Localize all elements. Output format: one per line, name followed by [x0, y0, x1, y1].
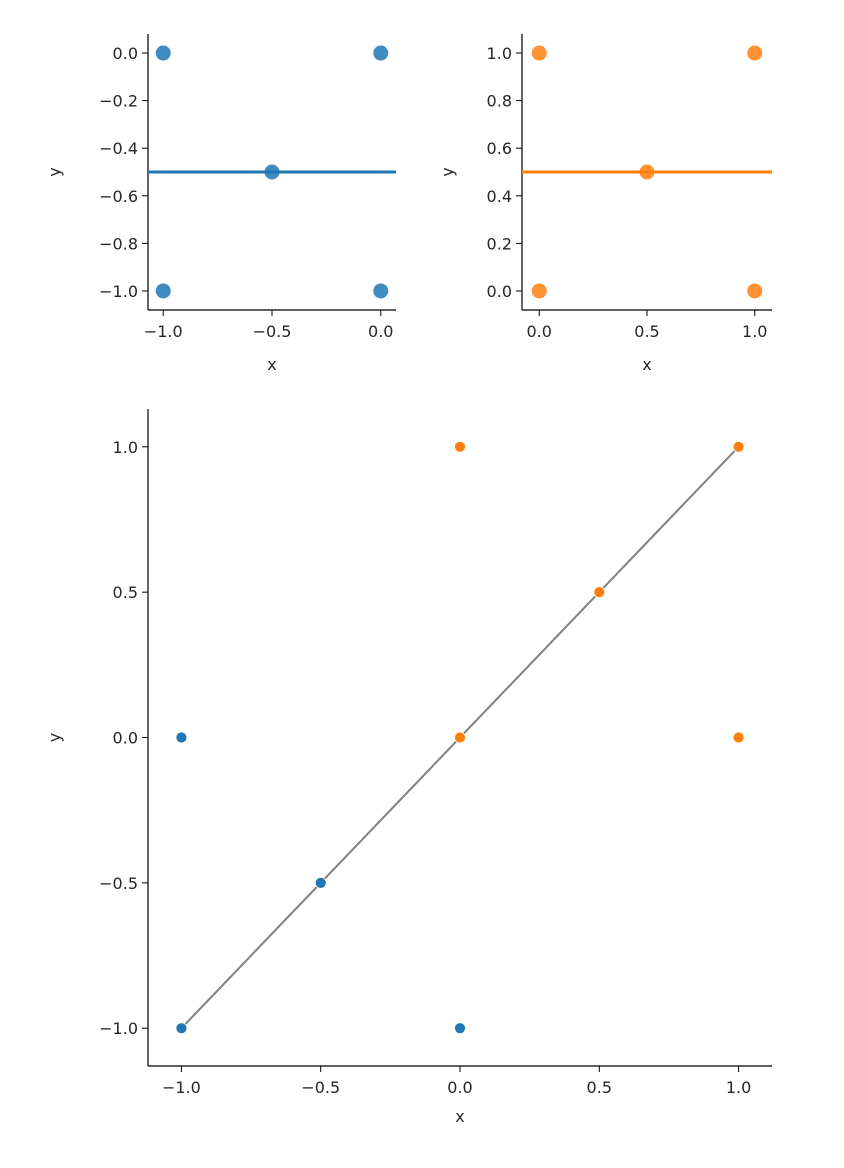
x-tick-label: 0.0	[527, 322, 552, 341]
y-axis-label: y	[45, 167, 64, 176]
y-tick-label: −0.8	[99, 234, 138, 253]
top-right-panel: 0.0 0.5 1.0 1.0 0.8 0.6 0.4 0.2 0.0 x y	[438, 34, 772, 374]
y-tick-label: 1.0	[487, 44, 512, 63]
data-point	[264, 164, 280, 180]
data-point	[314, 876, 327, 889]
x-tick-label: 1.0	[726, 1078, 751, 1097]
top-left-panel: −1.0 −0.5 0.0 0.0 −0.2 −0.4 −0.6 −0.8 −1.0 x y	[45, 34, 396, 374]
x-tick-label: −0.5	[301, 1078, 340, 1097]
x-tick-label: −1.0	[162, 1078, 201, 1097]
y-tick-label: 0.2	[487, 234, 512, 253]
data-point	[732, 440, 745, 453]
x-tick-label: 1.0	[742, 322, 767, 341]
y-axis-label: y	[438, 167, 457, 176]
data-point	[155, 45, 171, 61]
data-point	[747, 283, 763, 299]
y-axis-label: y	[45, 733, 64, 742]
y-tick-label: 1.0	[113, 438, 138, 457]
data-point	[373, 283, 389, 299]
x-tick-label: 0.5	[587, 1078, 612, 1097]
y-tick-label: −1.0	[99, 1019, 138, 1038]
y-tick-label: 0.0	[113, 729, 138, 748]
y-tick-label: 0.5	[113, 583, 138, 602]
x-tick-label: 0.5	[634, 322, 659, 341]
y-tick-label: −0.4	[99, 139, 138, 158]
y-tick-label: −1.0	[99, 282, 138, 301]
data-point	[747, 45, 763, 61]
bottom-panel: −1.0 −0.5 0.0 0.5 1.0 1.0 0.5 0.0 −0.5 −1.0 x y	[45, 409, 772, 1126]
y-tick-label: −0.6	[99, 187, 138, 206]
data-point	[155, 283, 171, 299]
y-tick-label: 0.0	[487, 282, 512, 301]
x-tick-label: −0.5	[253, 322, 292, 341]
x-axis-label: x	[267, 355, 276, 374]
x-tick-label: 0.0	[447, 1078, 472, 1097]
y-tick-label: −0.2	[99, 92, 138, 111]
data-point	[454, 440, 466, 453]
x-tick-label: −1.0	[144, 322, 183, 341]
y-tick-label: 0.0	[113, 44, 138, 63]
data-point	[175, 731, 188, 744]
data-point	[639, 164, 655, 180]
data-point	[732, 731, 745, 744]
data-point	[531, 283, 547, 299]
y-tick-label: 0.6	[487, 139, 512, 158]
y-tick-label: 0.4	[487, 187, 512, 206]
data-point	[454, 731, 466, 744]
y-tick-label: −0.5	[99, 874, 138, 893]
data-point	[175, 1022, 188, 1035]
data-point	[373, 45, 389, 61]
data-point	[593, 586, 606, 599]
data-point	[454, 1022, 466, 1035]
data-point	[531, 45, 547, 61]
y-tick-label: 0.8	[487, 92, 512, 111]
x-tick-label: 0.0	[368, 322, 393, 341]
x-axis-label: x	[455, 1107, 464, 1126]
x-axis-label: x	[642, 355, 651, 374]
